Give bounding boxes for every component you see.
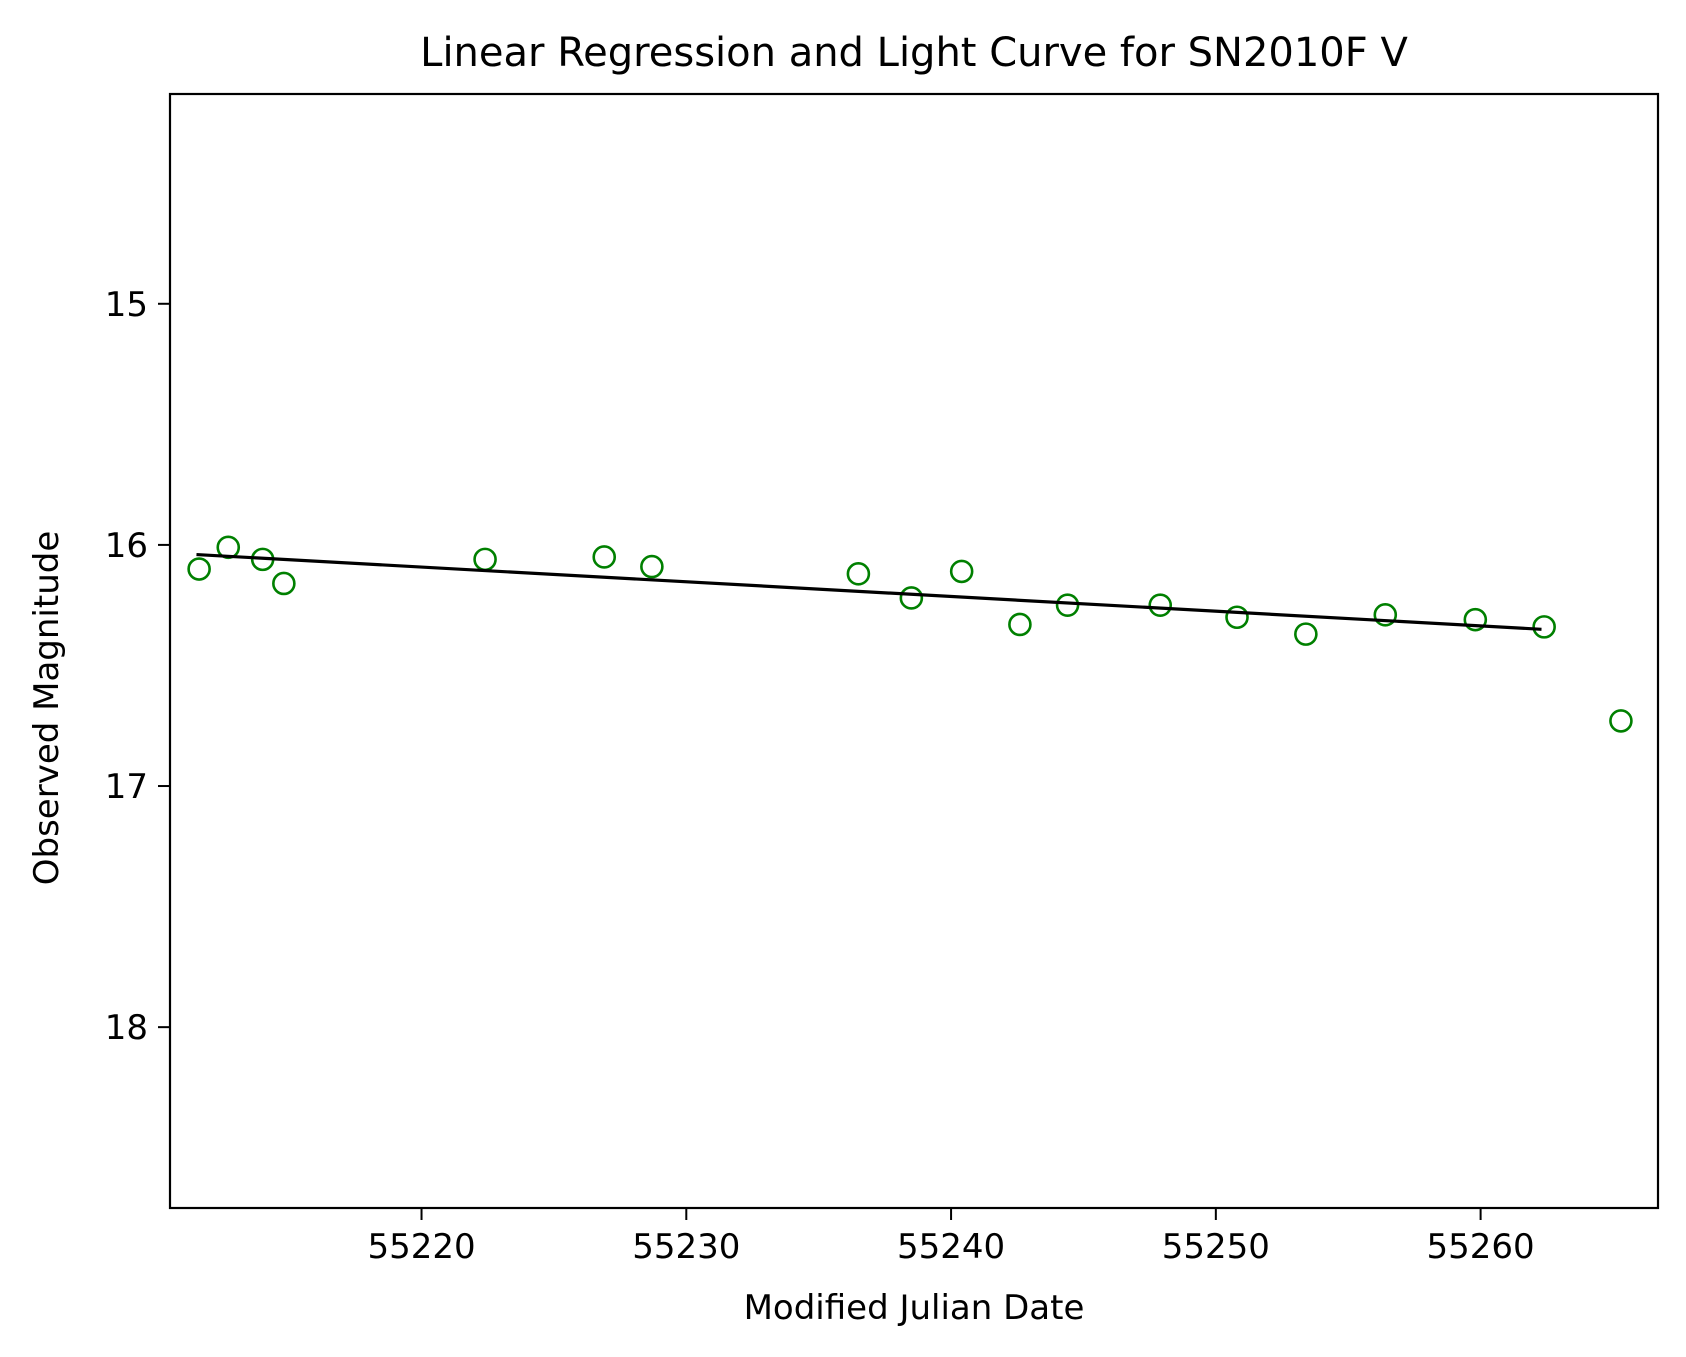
data-point <box>1225 605 1249 630</box>
data-point <box>846 562 871 586</box>
data-point <box>473 547 497 572</box>
data-point <box>1609 709 1633 733</box>
data-point <box>272 571 296 596</box>
x-tick-label: 55240 <box>897 1227 1005 1267</box>
data-point <box>1294 622 1318 646</box>
data-point <box>1008 612 1032 637</box>
data-point <box>1463 607 1488 632</box>
data-point <box>1055 593 1080 617</box>
y-tick-label: 15 <box>105 285 148 325</box>
data-point <box>949 559 974 584</box>
regression-line <box>196 552 1542 631</box>
data-point <box>187 557 211 581</box>
data-point <box>1532 615 1556 639</box>
y-tick-label: 16 <box>105 526 148 566</box>
data-point <box>1373 603 1398 627</box>
x-tick-label: 55230 <box>632 1227 740 1267</box>
y-tick-label: 18 <box>105 1008 148 1048</box>
y-tick-label: 17 <box>105 767 148 807</box>
x-tick-label: 55250 <box>1162 1227 1270 1267</box>
x-tick-label: 55260 <box>1427 1227 1535 1267</box>
x-axis-label: Modified Julian Date <box>744 1288 1085 1328</box>
plot-area: 55220 55230 55240 55250 55260 15 16 17 18 <box>105 285 1633 1267</box>
chart-title: Linear Regression and Light Curve for SN… <box>420 30 1408 76</box>
data-point <box>592 545 617 569</box>
data-point <box>1148 593 1173 617</box>
x-tick-label: 55220 <box>367 1227 475 1267</box>
data-point <box>899 586 924 610</box>
y-axis-label: Observed Magnitude <box>27 531 67 886</box>
plot-frame <box>168 92 1660 1210</box>
data-point <box>640 554 664 579</box>
